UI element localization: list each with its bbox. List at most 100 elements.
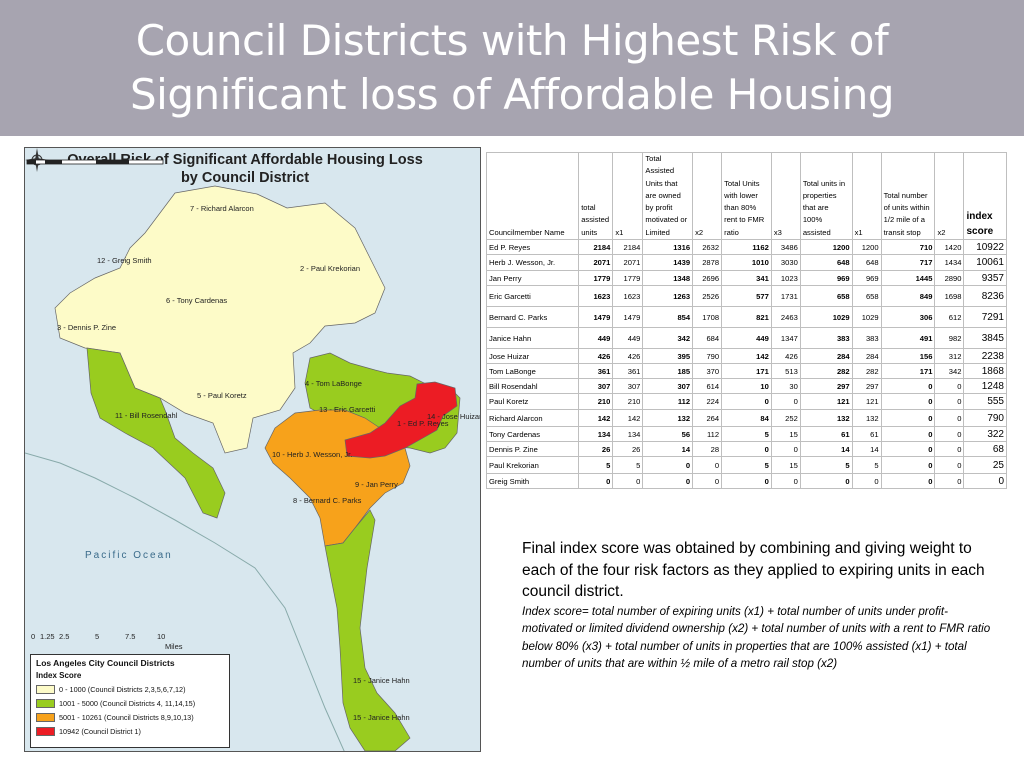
scale-tick: 2.5 — [59, 632, 70, 641]
cell-x1b: 14 — [851, 441, 882, 458]
cell-profit: 1316 — [642, 239, 694, 256]
cell-assisted100: 5 — [799, 456, 853, 475]
cell-x2b: 0 — [934, 473, 965, 490]
legend-swatch — [36, 698, 55, 708]
cell-assisted100: 61 — [799, 426, 853, 443]
district-label: 5 - Paul Koretz — [197, 391, 247, 400]
cell-index-score: 1868 — [963, 363, 1007, 380]
cell-x2b: 982 — [934, 327, 965, 350]
cell-x2: 224 — [692, 393, 723, 411]
cell-x1: 2184 — [612, 239, 644, 256]
scale-unit: Miles — [165, 642, 183, 651]
col-header-x1b: x1 — [851, 151, 882, 241]
cell-fmr: 142 — [721, 348, 772, 365]
cell-x1b: 132 — [851, 409, 882, 428]
table-row: Bill Rosendahl 307 307 307 614 10 30 297 297 0 0 12… — [485, 378, 1007, 395]
cell-x3: 15 — [770, 456, 801, 475]
cell-x1: 1779 — [612, 270, 644, 287]
description: Final index score was obtained by combin… — [522, 538, 992, 673]
ocean-label: Pacific Ocean — [85, 550, 173, 561]
cell-x1b: 5 — [851, 456, 882, 475]
cell-assisted100: 1029 — [799, 306, 853, 329]
cell-total: 1779 — [578, 270, 614, 287]
cell-councilmember-name: Jan Perry — [485, 270, 580, 287]
cell-x1: 1479 — [612, 306, 644, 329]
slide-title-line-1: Council Districts with Highest Risk of — [135, 16, 889, 65]
district-label: 10 - Herb J. Wesson, Jr. — [272, 450, 353, 459]
cell-profit: 0 — [642, 456, 694, 475]
cell-x1b: 121 — [851, 393, 882, 411]
district-label: 15 - Janice Hahn — [353, 676, 410, 685]
table-row: Greig Smith 0 0 0 0 0 0 0 0 0 0 0 — [485, 473, 1007, 490]
cell-x1b: 297 — [851, 378, 882, 395]
cell-x2: 2632 — [692, 239, 723, 256]
cell-x2b: 1698 — [934, 285, 965, 308]
cell-assisted100: 282 — [799, 363, 853, 380]
legend-item: 0 - 1000 (Council Districts 2,3,5,6,7,12… — [36, 682, 224, 696]
cell-transit: 0 — [880, 456, 936, 475]
cell-total: 2071 — [578, 254, 614, 272]
cell-x2b: 1434 — [934, 254, 965, 272]
scale-tick: 10 — [157, 632, 166, 641]
cell-councilmember-name: Paul Koretz — [485, 393, 580, 411]
cell-transit: 0 — [880, 426, 936, 443]
cell-x1: 142 — [612, 409, 644, 428]
table-row: Richard Alarcon 142 142 132 264 84 252 132 132 0 0… — [485, 409, 1007, 428]
cell-fmr: 449 — [721, 327, 772, 350]
cell-x2b: 0 — [934, 409, 965, 428]
cell-x1: 5 — [612, 456, 644, 475]
cell-index-score: 10061 — [963, 254, 1007, 272]
cell-assisted100: 297 — [799, 378, 853, 395]
cell-profit: 307 — [642, 378, 694, 395]
table-row: Bernard C. Parks 1479 1479 854 1708 821 2463 10… — [485, 306, 1007, 329]
cell-x1: 0 — [612, 473, 644, 490]
cell-x2: 790 — [692, 348, 723, 365]
cell-transit: 849 — [880, 285, 936, 308]
cell-transit: 171 — [880, 363, 936, 380]
cell-x2: 370 — [692, 363, 723, 380]
district-label: 11 - Bill Rosendahl — [115, 411, 178, 420]
col-header-x2b: x2 — [934, 151, 965, 241]
cell-x2: 0 — [692, 456, 723, 475]
cell-x1: 1623 — [612, 285, 644, 308]
cell-index-score: 790 — [963, 409, 1007, 428]
cell-total: 361 — [578, 363, 614, 380]
cell-transit: 0 — [880, 393, 936, 411]
cell-x2: 684 — [692, 327, 723, 350]
cell-total: 449 — [578, 327, 614, 350]
cell-x1b: 383 — [851, 327, 882, 350]
cell-profit: 0 — [642, 473, 694, 490]
cell-x2b: 0 — [934, 456, 965, 475]
cell-total: 5 — [578, 456, 614, 475]
cell-x2: 28 — [692, 441, 723, 458]
cell-index-score: 7291 — [963, 306, 1007, 329]
cell-x2: 112 — [692, 426, 723, 443]
col-header-assisted100: Total units in properties that are 100% … — [799, 151, 853, 241]
district-label: 14 - Jose Huizar — [427, 412, 481, 421]
cell-index-score: 8236 — [963, 285, 1007, 308]
table-row: Paul Krekorian 5 5 0 0 5 15 5 5 0 0 25 — [485, 456, 1007, 475]
cell-fmr: 577 — [721, 285, 772, 308]
cell-index-score: 2238 — [963, 348, 1007, 365]
cell-index-score: 25 — [963, 456, 1007, 475]
cell-transit: 491 — [880, 327, 936, 350]
cell-x2: 1708 — [692, 306, 723, 329]
district-label: 8 - Bernard C. Parks — [293, 496, 362, 505]
cell-transit: 156 — [880, 348, 936, 365]
col-header-x3: x3 — [770, 151, 801, 241]
cell-x1: 426 — [612, 348, 644, 365]
cell-x1b: 658 — [851, 285, 882, 308]
legend-swatch — [36, 726, 55, 736]
cell-profit: 854 — [642, 306, 694, 329]
cell-index-score: 3845 — [963, 327, 1007, 350]
cell-fmr: 0 — [721, 473, 772, 490]
legend-title: Los Angeles City Council Districts — [36, 658, 175, 668]
cell-councilmember-name: Ed P. Reyes — [485, 239, 580, 256]
table-row: Herb J. Wesson, Jr. 2071 2071 1439 2878 1010 3… — [485, 254, 1007, 272]
cell-total: 1623 — [578, 285, 614, 308]
cell-index-score: 322 — [963, 426, 1007, 443]
cell-x3: 3030 — [770, 254, 801, 272]
table-row: Jan Perry 1779 1779 1348 2696 341 1023 969 969 14… — [485, 270, 1007, 287]
district-label: 15 - Janice Hahn — [353, 713, 410, 722]
cell-profit: 132 — [642, 409, 694, 428]
